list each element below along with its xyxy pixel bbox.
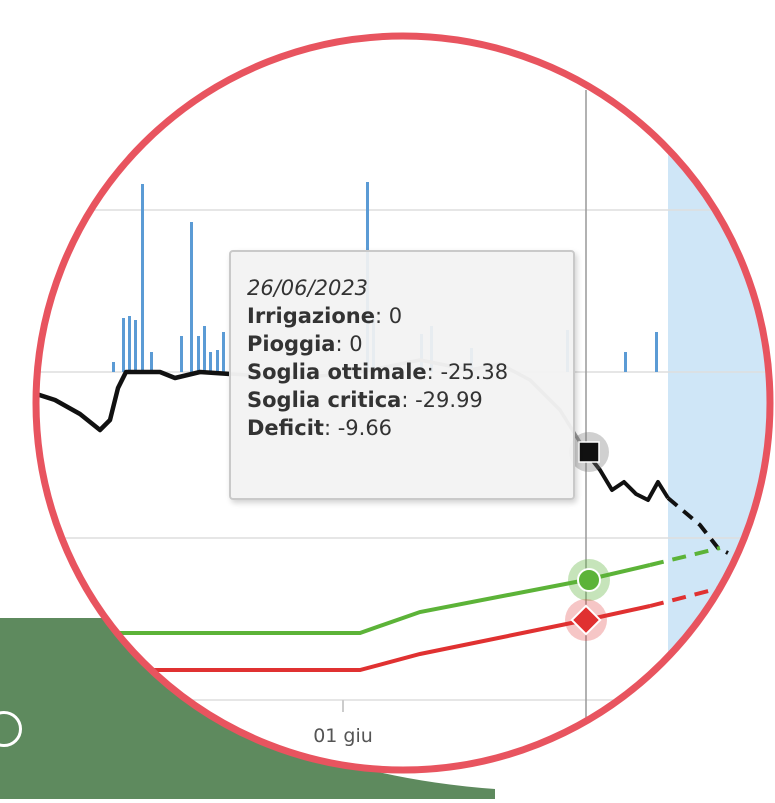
rain-bar <box>180 336 183 372</box>
tooltip-value: 0 <box>349 332 363 356</box>
rain-bar <box>655 332 658 372</box>
deficit-line <box>36 369 231 433</box>
rain-bar <box>134 320 137 372</box>
x-tick-label: 01 giu <box>313 725 373 747</box>
circle-frame <box>32 32 774 774</box>
tooltip-row-soglia-ottimale: Soglia ottimale: -25.38 <box>247 360 509 384</box>
rain-bar <box>624 352 627 372</box>
rain-bar <box>197 336 200 372</box>
tooltip-label: Irrigazione <box>247 304 375 328</box>
rain-bar <box>216 350 219 372</box>
rain-bar <box>203 326 206 372</box>
rain-bar <box>128 316 131 372</box>
rain-bar <box>141 184 144 372</box>
tooltip-row-irrigazione: Irrigazione: 0 <box>247 304 403 328</box>
rain-bar <box>190 222 193 372</box>
forecast-band <box>668 110 770 770</box>
tooltip-label: Soglia ottimale <box>247 360 427 384</box>
tooltip-value: 0 <box>388 304 403 328</box>
rain-bar <box>222 332 225 372</box>
rain-bar <box>150 352 153 372</box>
tooltip-label: Pioggia <box>247 332 336 356</box>
tooltip-row-soglia-critica: Soglia critica: -29.99 <box>247 388 483 412</box>
tooltip-value: -25.38 <box>440 360 509 384</box>
deficit-forecast-line <box>666 496 729 555</box>
tooltip-date: 26/06/2023 <box>247 276 369 300</box>
deficit-line-recent <box>584 450 670 502</box>
soglia-ottimale-marker <box>577 568 601 592</box>
tooltip-row-deficit: Deficit: -9.66 <box>247 416 393 440</box>
info-icon[interactable] <box>0 711 22 747</box>
soglia-ottimale-line <box>40 563 651 635</box>
rain-bar <box>122 318 125 372</box>
soglia-critica-forecast <box>649 586 721 608</box>
chart-tooltip: 26/06/2023 Irrigazione: 0 Pioggia: 0 Sog… <box>229 250 575 500</box>
tooltip-row-pioggia: Pioggia: 0 <box>247 332 363 356</box>
rain-bar <box>209 352 212 372</box>
rain-bar <box>112 362 115 372</box>
tooltip-label: Soglia critica <box>247 388 402 412</box>
tooltip-label: Deficit <box>247 416 324 440</box>
x-tick-label: 01 l <box>615 725 651 747</box>
soglia-ottimale-forecast <box>649 546 721 567</box>
soglia-critica-line <box>40 604 651 672</box>
tooltip-value: -9.66 <box>337 416 393 440</box>
deficit-marker <box>578 441 600 463</box>
tooltip-value: -29.99 <box>415 388 483 412</box>
green-banner <box>0 618 495 799</box>
soglia-critica-marker <box>570 604 602 636</box>
